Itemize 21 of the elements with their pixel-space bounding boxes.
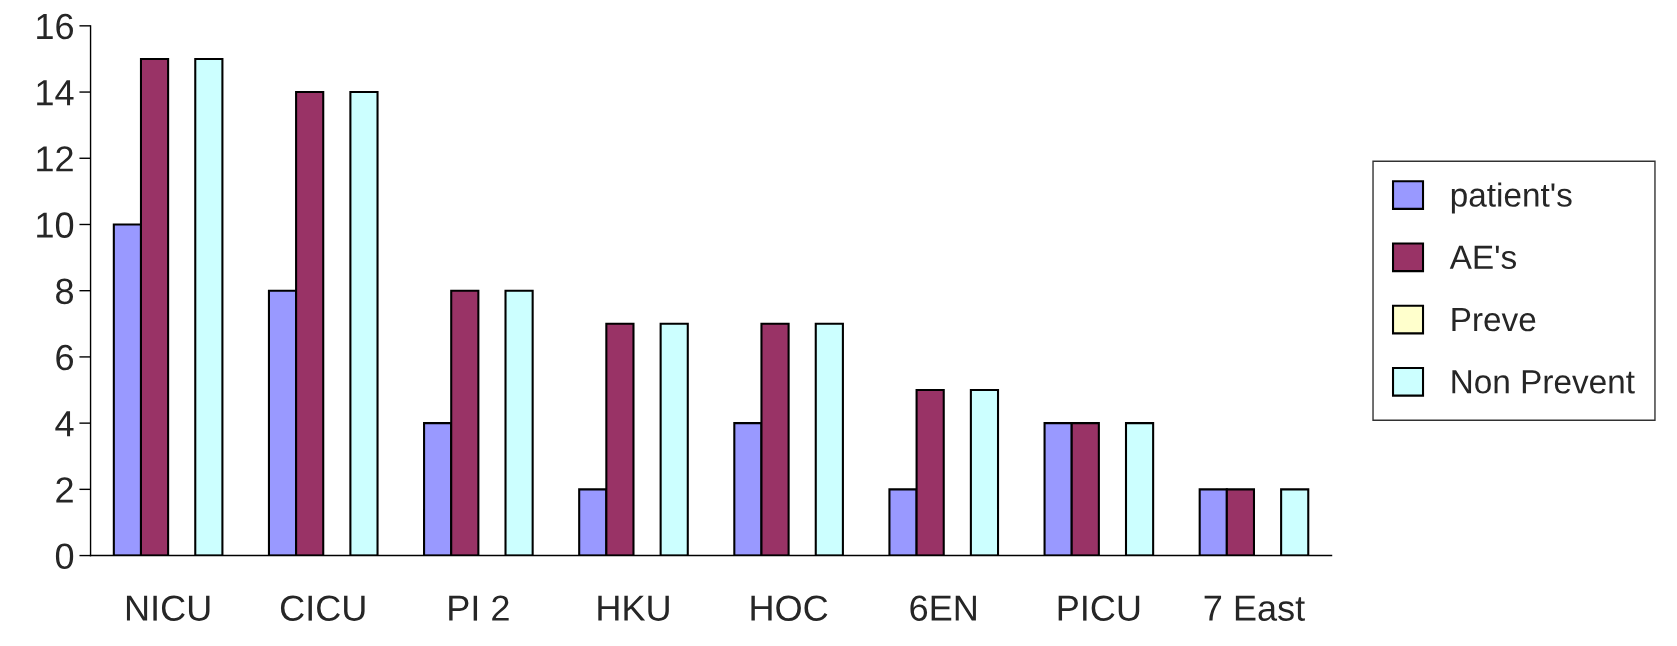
legend-label: AE's	[1449, 245, 1516, 270]
y-tick-label: 0	[55, 543, 74, 569]
y-tick-label: 4	[55, 411, 74, 437]
y-tick-label: 14	[37, 80, 74, 106]
y-tick-label: 2	[56, 477, 73, 503]
x-tick-label: HOC	[751, 595, 828, 621]
x-tick-label: PI 2	[449, 595, 509, 621]
legend-label: Non Prevent	[1452, 370, 1635, 394]
x-tick-label: HKU	[598, 595, 669, 621]
x-tick-label: 7 East	[1204, 595, 1305, 621]
x-tick-label: PICU	[1058, 595, 1140, 621]
legend-label: Preve	[1452, 308, 1536, 332]
legend-label: patient's	[1451, 182, 1572, 214]
x-tick-label: CICU	[280, 595, 365, 621]
y-tick-label: 6	[56, 344, 73, 371]
x-tick-label: NICU	[126, 595, 210, 621]
y-tick-label: 8	[56, 278, 74, 305]
y-tick-label: 12	[37, 146, 73, 172]
x-tick-label: 6EN	[910, 595, 976, 621]
y-tick-label: 16	[37, 13, 73, 40]
y-tick-label: 10	[37, 212, 74, 238]
